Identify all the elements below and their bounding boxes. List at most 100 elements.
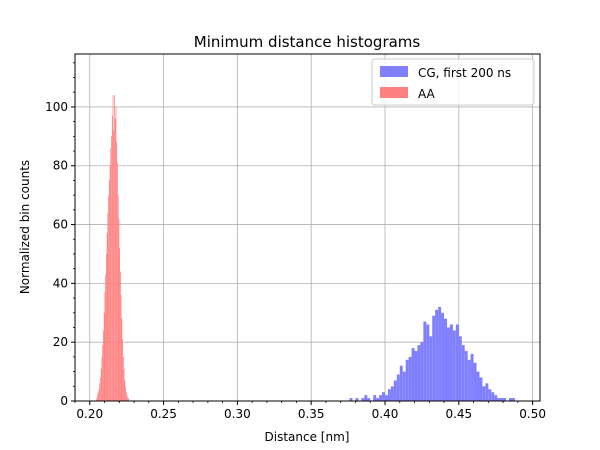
histogram-bar xyxy=(118,218,120,401)
y-tick-label: 0 xyxy=(60,394,68,408)
histogram-bar xyxy=(491,392,495,401)
histogram-bar xyxy=(120,271,121,401)
histogram-bar xyxy=(379,395,383,401)
histogram-bar xyxy=(447,327,450,401)
histogram-bar xyxy=(122,356,124,401)
histogram-bar xyxy=(107,212,109,401)
histogram-bar xyxy=(432,315,436,401)
x-tick-label: 0.35 xyxy=(298,407,325,421)
histogram-bar xyxy=(482,386,486,401)
x-tick-label: 0.30 xyxy=(224,407,251,421)
histogram-bar xyxy=(509,398,512,401)
histogram-bar xyxy=(511,398,515,401)
histogram-bar xyxy=(115,106,117,402)
histogram-bar xyxy=(497,398,501,401)
histogram-bar xyxy=(97,392,99,401)
histogram-bar xyxy=(393,380,397,401)
histogram-bar xyxy=(485,383,489,401)
legend: CG, first 200 ns AA xyxy=(371,58,535,106)
histogram-bar xyxy=(444,318,447,401)
y-tick-label: 100 xyxy=(45,100,68,114)
histogram-bar xyxy=(123,368,125,401)
histogram-bar xyxy=(452,330,456,401)
histogram-bar xyxy=(500,398,504,401)
legend-label-aa: AA xyxy=(418,87,436,101)
histogram-bar xyxy=(108,180,110,401)
histogram-bar xyxy=(405,359,409,401)
histogram-bar xyxy=(461,345,465,401)
histogram-bar xyxy=(116,142,118,401)
histogram-bar xyxy=(349,398,353,401)
histogram-bar xyxy=(414,351,418,401)
y-axis-label: Normalized bin counts xyxy=(18,160,32,294)
x-tick-label: 0.20 xyxy=(76,407,103,421)
plot-frame xyxy=(74,53,541,402)
histogram-bar xyxy=(105,274,106,401)
legend-box xyxy=(371,58,535,106)
histogram-bar xyxy=(387,389,391,401)
histogram-bar xyxy=(98,389,100,401)
histogram-bar xyxy=(103,312,105,401)
y-tick-label: 60 xyxy=(53,218,68,232)
histogram-bar xyxy=(108,195,109,401)
chart-title: Minimum distance histograms xyxy=(194,33,421,51)
histogram-bar xyxy=(127,398,129,401)
legend-label-cg: CG, first 200 ns xyxy=(418,66,511,80)
histogram-bar xyxy=(438,306,442,401)
histogram-bar xyxy=(117,162,118,401)
x-axis-label: Distance [nm] xyxy=(265,430,350,444)
histogram-bar xyxy=(420,342,424,401)
histogram-bar xyxy=(106,233,108,401)
histogram-bar xyxy=(479,377,483,401)
histogram-bar xyxy=(125,386,126,401)
histogram-bar xyxy=(488,389,492,401)
legend-swatch-aa xyxy=(380,87,408,98)
histogram-bar xyxy=(494,395,498,401)
histogram-bar xyxy=(124,380,126,401)
histogram-bar xyxy=(121,318,123,401)
histogram-bar xyxy=(408,356,412,401)
histogram-bar xyxy=(376,398,380,401)
series-0-bars xyxy=(349,306,515,401)
x-tick-label: 0.50 xyxy=(519,407,546,421)
histogram-bar xyxy=(458,336,462,401)
histogram-bar xyxy=(111,136,112,401)
histogram-bar xyxy=(473,362,477,401)
histogram-bar xyxy=(411,348,415,401)
histogram-bar xyxy=(97,395,98,401)
histogram-bar xyxy=(103,330,104,401)
histogram-bar xyxy=(449,324,453,401)
histogram-bar xyxy=(104,292,106,401)
histogram-bar xyxy=(402,371,406,401)
y-tick-label: 20 xyxy=(53,335,68,349)
histogram-bar xyxy=(102,345,104,401)
histogram-bar xyxy=(125,392,127,401)
histogram-bar xyxy=(417,345,421,401)
histogram-bar xyxy=(106,253,107,401)
histogram-bar xyxy=(367,398,371,401)
histogram-bar xyxy=(503,398,507,401)
y-tick-label: 40 xyxy=(53,276,68,290)
histogram-bar xyxy=(120,295,122,401)
histogram-bar xyxy=(109,165,111,401)
histogram-bar xyxy=(110,148,112,401)
y-tick-label: 80 xyxy=(53,159,68,173)
histogram-bar xyxy=(470,353,474,401)
histogram-bar xyxy=(382,392,385,401)
histogram-bar xyxy=(361,398,365,401)
histogram-bar xyxy=(114,118,116,401)
histogram-bar xyxy=(464,351,468,401)
histogram-bar xyxy=(476,371,480,401)
histogram-bars xyxy=(96,95,515,402)
histogram-bar xyxy=(112,95,114,401)
x-tick-label: 0.25 xyxy=(150,407,177,421)
histogram-bar xyxy=(467,359,471,401)
histogram-bar xyxy=(364,395,368,401)
histogram-bar xyxy=(373,395,377,401)
histogram-bar xyxy=(429,336,433,401)
histogram-bar xyxy=(390,386,394,401)
histogram-bar xyxy=(100,368,102,401)
histogram-bar xyxy=(119,248,121,401)
y-axis-ticks: 0 20 40 60 80 100 xyxy=(45,62,75,408)
